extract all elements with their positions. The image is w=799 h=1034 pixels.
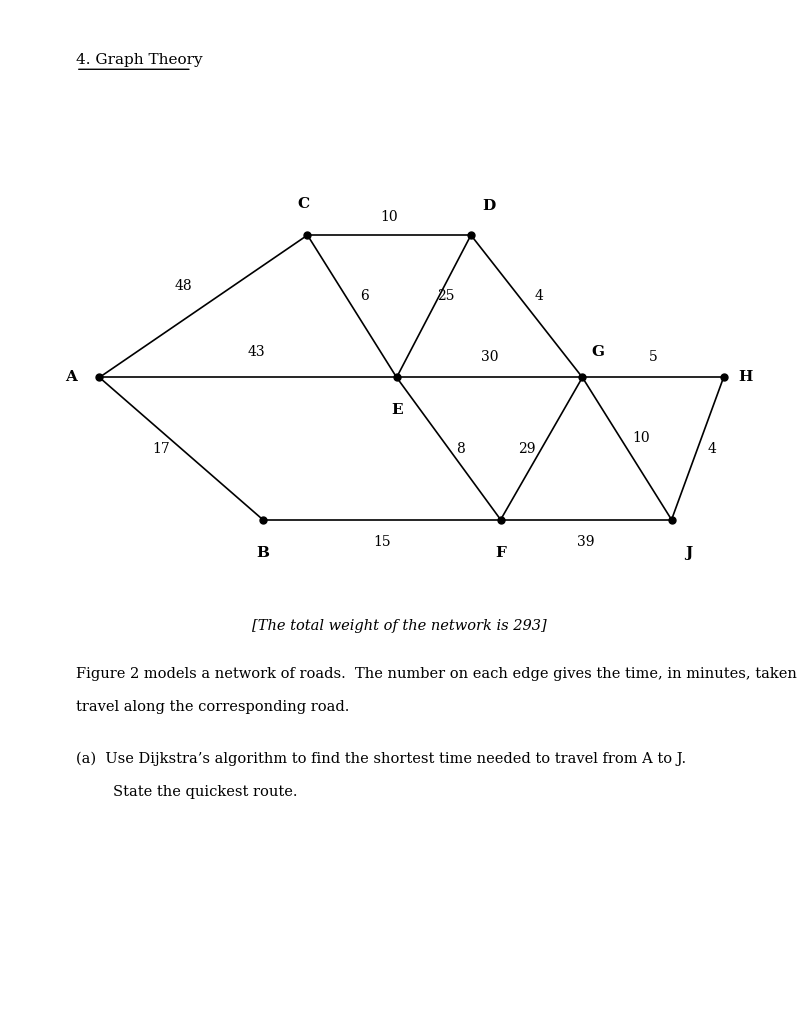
Text: C: C [297,197,309,211]
Text: B: B [256,546,269,559]
Text: 4. Graph Theory: 4. Graph Theory [76,53,202,67]
Text: Figure 2 models a network of roads.  The number on each edge gives the time, in : Figure 2 models a network of roads. The … [76,667,799,681]
Text: 43: 43 [247,344,264,359]
Text: G: G [592,344,605,359]
Text: 4: 4 [535,288,543,303]
Text: 6: 6 [360,288,368,303]
Text: D: D [482,200,495,213]
Text: J: J [686,546,693,559]
Text: 39: 39 [578,536,595,549]
Text: (a)  Use Dijkstra’s algorithm to find the shortest time needed to travel from A : (a) Use Dijkstra’s algorithm to find the… [76,752,686,766]
Text: State the quickest route.: State the quickest route. [76,785,297,799]
Text: 4: 4 [707,442,717,456]
Text: F: F [495,546,506,559]
Text: 8: 8 [456,442,465,456]
Text: 10: 10 [380,210,398,223]
Text: 48: 48 [175,278,193,293]
Text: travel along the corresponding road.: travel along the corresponding road. [76,700,349,714]
Text: 30: 30 [481,349,499,364]
Text: 29: 29 [519,442,536,456]
Text: H: H [739,370,753,385]
Text: [The total weight of the network is 293]: [The total weight of the network is 293] [252,618,547,633]
Text: E: E [391,403,403,418]
Text: 5: 5 [649,349,658,364]
Text: 25: 25 [437,288,455,303]
Text: A: A [66,370,78,385]
Text: 15: 15 [373,536,391,549]
Text: 17: 17 [153,442,170,456]
Text: 10: 10 [633,431,650,446]
